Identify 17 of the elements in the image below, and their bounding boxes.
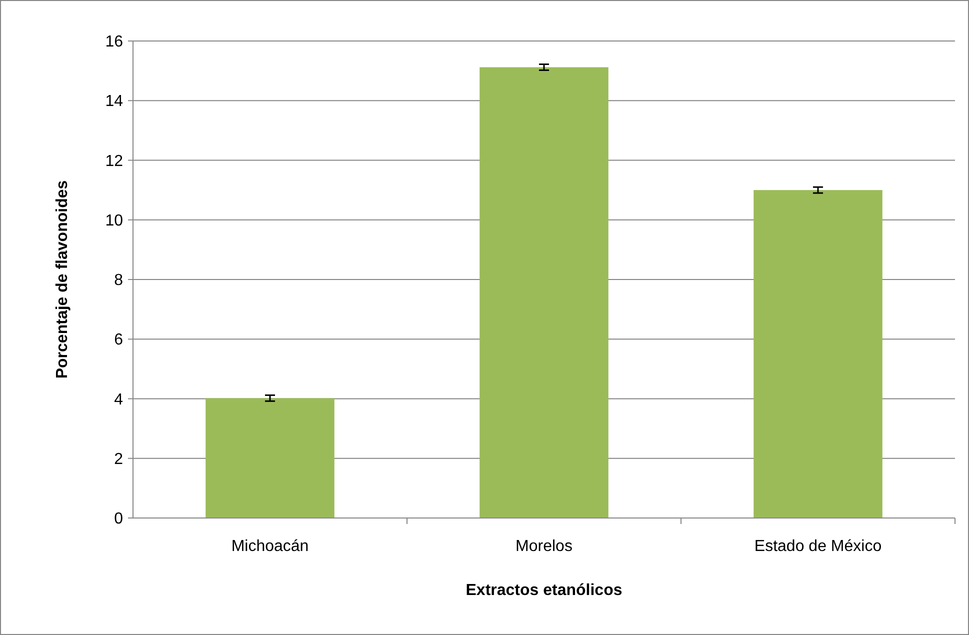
y-tick-label: 12: [105, 152, 124, 170]
y-tick-label: 0: [114, 510, 124, 528]
y-tick-label: 2: [114, 450, 124, 468]
y-tick-label: 16: [105, 34, 124, 51]
x-tick-label: Estado de México: [754, 538, 882, 555]
x-tick-label: Morelos: [516, 538, 572, 555]
y-axis-title: Porcentaje de flavonoides: [54, 180, 71, 379]
y-tick-label: 6: [114, 332, 124, 349]
x-tick-label: Michoacán: [231, 538, 309, 555]
bar: [480, 67, 608, 518]
y-tick-label: 10: [105, 212, 124, 230]
bar: [754, 190, 882, 518]
bar: [206, 398, 334, 518]
x-axis-title: Extractos etanólicos: [466, 582, 622, 599]
y-tick-label: 4: [114, 391, 124, 408]
y-tick-label: 14: [105, 93, 124, 110]
y-tick-label: 8: [114, 272, 124, 290]
